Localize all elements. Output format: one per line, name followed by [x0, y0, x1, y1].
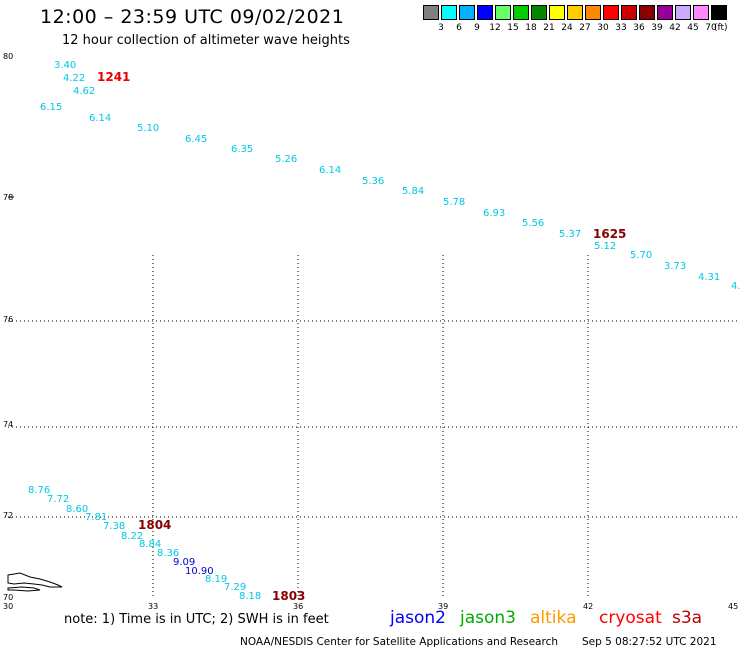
color-legend: 3 6 9 12 15 18 21 24 27 30 33 36 39 42 45 70: [420, 5, 735, 35]
wave-height-label: 6.45: [185, 134, 207, 145]
legend-label: 18: [525, 23, 537, 33]
pass-time-label: 1241: [97, 70, 130, 84]
legend-swatch: [585, 5, 601, 20]
legend-label: 21: [543, 23, 555, 33]
wave-height-label: 5.56: [522, 218, 544, 229]
legend-label: 9: [474, 23, 480, 33]
wave-height-label: 8.84: [139, 539, 161, 550]
legend-swatch: [621, 5, 637, 20]
lon-label: 30: [3, 602, 13, 611]
wave-height-label: 5.37: [559, 229, 581, 240]
legend-label: 33: [615, 23, 627, 33]
wave-height-label: 8.36: [157, 548, 179, 559]
legend-swatch: [693, 5, 709, 20]
wave-height-label: 6.15: [40, 102, 62, 113]
wave-height-label: 8.60: [66, 504, 88, 515]
lat-label: 72: [3, 511, 13, 520]
legend-label: 36: [633, 23, 645, 33]
wave-height-label: 8.76: [28, 485, 50, 496]
lat-label: 74: [3, 420, 13, 429]
legend-label: 3: [438, 23, 444, 33]
wave-height-label: 9.09: [173, 557, 195, 568]
wave-height-label: 4.: [731, 281, 740, 292]
legend-label: 70: [705, 23, 717, 33]
lon-label: 36: [293, 602, 303, 611]
pass-time-label: 1803: [272, 589, 305, 603]
coastline: [7, 572, 63, 592]
wave-height-label: 4.62: [73, 86, 95, 97]
wave-height-label: 7.72: [47, 494, 69, 505]
satellite-s3a: s3a: [672, 608, 703, 628]
wave-height-label: 10.90: [185, 566, 214, 577]
generation-timestamp: Sep 5 08:27:52 UTC 2021: [582, 636, 717, 648]
satellite-jason2: jason2: [390, 608, 446, 628]
wave-height-label: 6.14: [319, 165, 341, 176]
wave-height-label: 6.93: [483, 208, 505, 219]
legend-label: 39: [651, 23, 663, 33]
legend-swatch: [531, 5, 547, 20]
wave-height-label: 4.31: [698, 272, 720, 283]
page-title: 12:00 – 23:59 UTC 09/02/2021: [40, 6, 345, 28]
wave-height-label: 5.78: [443, 197, 465, 208]
wave-height-label: 5.12: [594, 241, 616, 252]
lat-label: 80: [3, 52, 13, 61]
legend-swatch: [477, 5, 493, 20]
wave-height-label: 5.70: [630, 250, 652, 261]
legend-label: 42: [669, 23, 681, 33]
lon-label: 39: [438, 602, 448, 611]
legend-swatch: [459, 5, 475, 20]
legend-label: 12: [489, 23, 501, 33]
legend-swatch: [603, 5, 619, 20]
wave-height-label: 4.22: [63, 73, 85, 84]
legend-label: 6: [456, 23, 462, 33]
lat-label: 78: [3, 193, 13, 202]
wave-height-label: 5.36: [362, 176, 384, 187]
wave-height-label: 3.40: [54, 60, 76, 71]
legend-swatch: [675, 5, 691, 20]
wave-height-label: 3.73: [664, 261, 686, 272]
legend-swatch: [495, 5, 511, 20]
wave-height-label: 7.81: [85, 512, 107, 523]
legend-label: 24: [561, 23, 573, 33]
legend-swatch: [423, 5, 439, 20]
lat-label: 70: [3, 593, 13, 602]
legend-swatch: [711, 5, 727, 20]
lon-label: 42: [583, 602, 593, 611]
wave-height-label: 8.18: [239, 591, 261, 602]
lon-label: 45: [728, 602, 738, 611]
wave-height-label: 5.10: [137, 123, 159, 134]
satellite-cryosat: cryosat: [599, 608, 662, 628]
wave-height-label: 7.29: [224, 582, 246, 593]
lon-label: 33: [148, 602, 158, 611]
satellite-jason3: jason3: [460, 608, 516, 628]
page-subtitle: 12 hour collection of altimeter wave hei…: [62, 33, 350, 48]
pass-time-label: 1625: [593, 227, 626, 241]
legend-swatch: [567, 5, 583, 20]
legend-label: 45: [687, 23, 699, 33]
wave-height-label: 7.38: [103, 521, 125, 532]
wave-height-label: 6.14: [89, 113, 111, 124]
footer-note: note: 1) Time is in UTC; 2) SWH is in fe…: [64, 612, 329, 627]
wave-height-label: 6.35: [231, 144, 253, 155]
legend-swatch: [639, 5, 655, 20]
satellite-altika: altika: [530, 608, 577, 628]
wave-height-label: 8.22: [121, 531, 143, 542]
wave-height-label: 8.19: [205, 574, 227, 585]
legend-unit: (ft): [714, 23, 728, 33]
legend-swatch: [657, 5, 673, 20]
lat-label: 76: [3, 315, 13, 324]
pass-time-label: 1804: [138, 518, 171, 532]
wave-height-label: 5.84: [402, 186, 424, 197]
legend-swatch: [549, 5, 565, 20]
legend-label: 15: [507, 23, 519, 33]
legend-swatch: [441, 5, 457, 20]
credit-text: NOAA/NESDIS Center for Satellite Applica…: [240, 636, 558, 648]
legend-label: 30: [597, 23, 609, 33]
wave-height-label: 5.26: [275, 154, 297, 165]
legend-swatch: [513, 5, 529, 20]
legend-label: 27: [579, 23, 591, 33]
